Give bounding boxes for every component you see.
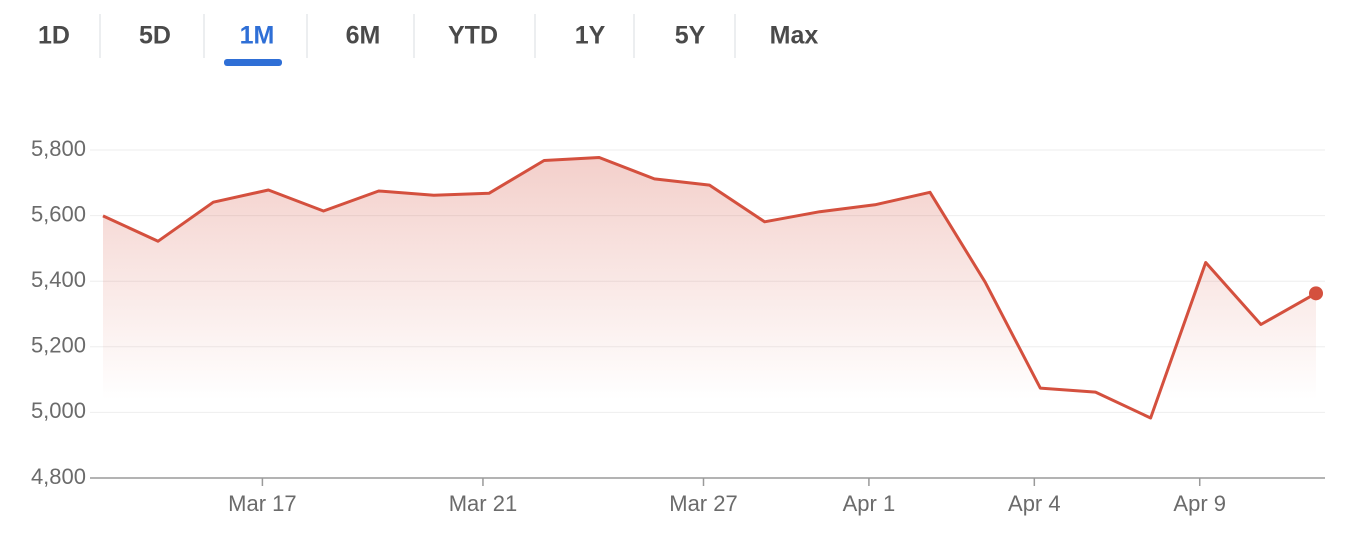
time-range-tab[interactable]: 1D (38, 22, 70, 50)
time-range-tab[interactable]: 5Y (675, 22, 706, 50)
y-tick-label: 5,600 (31, 201, 86, 226)
x-tick-label: Apr 1 (843, 491, 896, 516)
x-tick-label: Mar 21 (449, 491, 517, 516)
price-line (102, 156, 1317, 420)
x-tick-label: Mar 27 (669, 491, 737, 516)
time-range-tab[interactable]: Max (770, 22, 819, 50)
y-tick-label: 5,200 (31, 333, 86, 358)
selected-tab-indicator (224, 59, 282, 66)
x-tick-label: Apr 4 (1008, 491, 1061, 516)
time-range-tab[interactable]: 1M (240, 22, 275, 50)
y-tick-label: 5,400 (31, 267, 86, 292)
y-tick-label: 5,800 (31, 136, 86, 161)
last-point (1309, 286, 1323, 301)
time-range-tab[interactable]: 1Y (575, 22, 606, 50)
area (103, 157, 1316, 478)
time-range-tab[interactable]: 6M (346, 22, 381, 50)
y-tick-label: 5,000 (31, 398, 86, 423)
time-range-tab[interactable]: 5D (139, 22, 171, 50)
x-tick-label: Apr 9 (1173, 491, 1226, 516)
y-tick-label: 4,800 (31, 464, 86, 489)
time-range-tab[interactable]: YTD (448, 22, 498, 50)
x-tick-label: Mar 17 (228, 491, 296, 516)
